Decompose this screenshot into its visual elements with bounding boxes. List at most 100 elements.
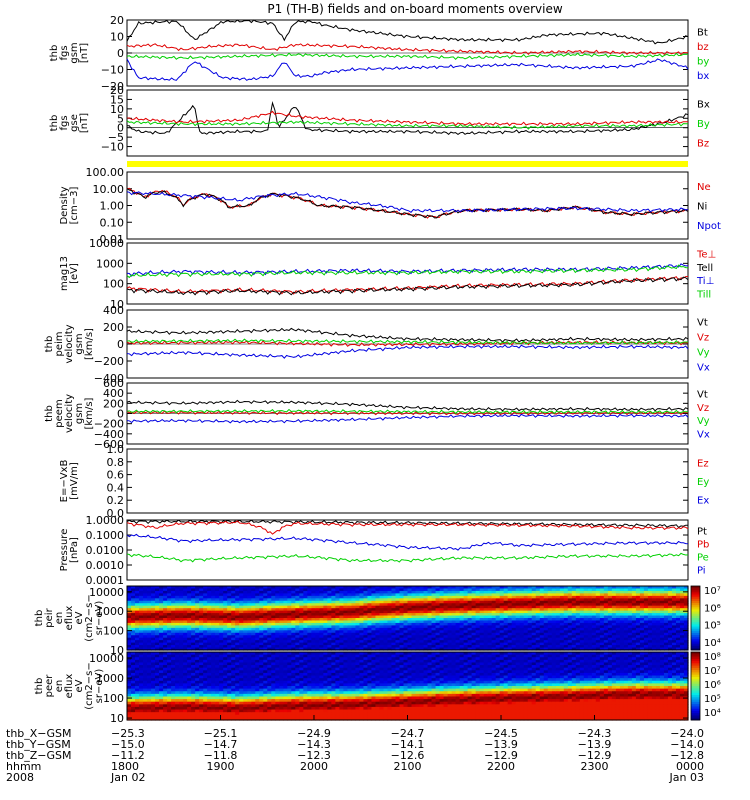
legend-label: Pt	[697, 527, 707, 538]
spectrogram-cell	[331, 605, 336, 609]
spectrogram-cell	[535, 598, 541, 602]
spectrogram-cell	[203, 600, 208, 604]
spectrogram-cell	[271, 610, 276, 614]
spectrogram-cell	[623, 590, 629, 594]
spectrogram-cell	[183, 667, 188, 671]
spectrogram-cell	[227, 605, 232, 609]
spectrogram-cell	[243, 652, 248, 656]
spectrogram-cell	[615, 647, 621, 651]
spectrogram-cell	[539, 588, 545, 592]
spectrogram-cell	[167, 590, 172, 594]
spectrogram-cell	[247, 618, 252, 622]
spectrogram-cell	[347, 588, 352, 592]
spectrogram-cell	[495, 632, 501, 636]
spectrogram-cell	[191, 683, 196, 687]
spectrogram-cell	[671, 635, 677, 639]
spectrogram-cell	[211, 691, 216, 695]
spectrogram-cell	[239, 625, 244, 629]
spectrogram-cell	[447, 593, 453, 597]
spectrogram-cell	[527, 647, 533, 651]
y-tick-label: 0	[117, 47, 124, 60]
spectrogram-cell	[647, 603, 653, 607]
spectrogram-cell	[175, 622, 180, 626]
spectrogram-cell	[487, 625, 493, 629]
spectrogram-cell	[259, 618, 264, 622]
spectrogram-cell	[235, 610, 240, 614]
spectrogram-cell	[507, 586, 513, 590]
spectrogram-cell	[167, 688, 172, 692]
spectrogram-cell	[415, 613, 421, 617]
colorbar-cell	[691, 641, 700, 645]
spectrogram-cell	[439, 637, 445, 641]
spectrogram-cell	[651, 593, 657, 597]
spectrogram-cell	[679, 630, 685, 634]
spectrogram-cell	[587, 588, 593, 592]
spectrogram-cell	[343, 605, 348, 609]
spectrogram-cell	[279, 622, 284, 626]
spectrogram-cell	[155, 709, 160, 713]
spectrogram-cell	[435, 615, 441, 619]
spectrogram-cell	[555, 590, 561, 594]
spectrogram-cell	[411, 595, 417, 599]
spectrogram-cell	[195, 709, 200, 713]
spectrogram-cell	[243, 640, 248, 644]
spectrogram-cell	[139, 670, 144, 674]
spectrogram-cell	[579, 593, 585, 597]
spectrogram-cell	[495, 627, 501, 631]
spectrogram-cell	[199, 717, 204, 721]
spectrogram-cell	[459, 598, 465, 602]
spectrogram-cell	[155, 699, 160, 703]
spectrogram-cell	[303, 586, 308, 590]
spectrogram-cell	[467, 590, 473, 594]
spectrogram-cell	[515, 593, 521, 597]
spectrogram-cell	[215, 699, 220, 703]
spectrogram-cell	[651, 600, 657, 604]
spectrogram-cell	[267, 712, 272, 716]
spectrogram-cell	[139, 659, 144, 664]
spectrogram-cell	[455, 630, 461, 634]
spectrogram-cell	[223, 615, 228, 619]
spectrogram-cell	[495, 600, 501, 604]
spectrogram-cell	[603, 620, 609, 624]
spectrogram-cell	[371, 588, 377, 592]
spectrogram-cell	[239, 675, 244, 679]
spectrogram-cell	[667, 622, 673, 626]
spectrogram-cell	[211, 701, 216, 705]
spectrogram-cell	[499, 630, 505, 634]
spectrogram-cell	[587, 625, 593, 629]
spectrogram-cell	[191, 693, 196, 698]
spectrogram-cell	[403, 608, 409, 612]
spectrogram-cell	[379, 618, 385, 622]
spectrogram-cell	[675, 618, 681, 622]
spectrogram-cell	[211, 675, 216, 679]
spectrogram-cell	[675, 615, 681, 619]
spectrogram-cell	[263, 600, 268, 604]
spectrogram-cell	[219, 632, 224, 636]
spectrogram-cell	[283, 595, 288, 599]
spectrogram-cell	[271, 696, 276, 700]
spectrogram-cell	[503, 620, 509, 624]
spectrogram-cell	[323, 610, 328, 614]
spectrogram-cell	[503, 622, 509, 626]
spectrogram-cell	[551, 603, 557, 607]
spectrogram-cell	[491, 603, 497, 607]
spectrogram-cell	[403, 590, 409, 594]
spectrogram-cell	[207, 647, 212, 651]
spectrogram-cell	[207, 701, 212, 705]
spectrogram-cell	[187, 595, 192, 599]
spectrogram-cell	[335, 630, 340, 634]
spectrogram-cell	[167, 714, 172, 718]
y-tick-label: 10	[110, 298, 124, 311]
spectrogram-cell	[395, 618, 401, 622]
spectrogram-cell	[251, 635, 256, 639]
spectrogram-cell	[503, 598, 509, 602]
spectrogram-cell	[287, 686, 292, 690]
spectrogram-cell	[683, 598, 689, 602]
spectrogram-cell	[167, 600, 172, 604]
spectrogram-cell	[615, 598, 621, 602]
colorbar-cell	[691, 613, 700, 617]
spectrogram-cell	[131, 598, 136, 602]
spectrogram-cell	[303, 603, 308, 607]
spectrogram-cell	[223, 691, 228, 695]
